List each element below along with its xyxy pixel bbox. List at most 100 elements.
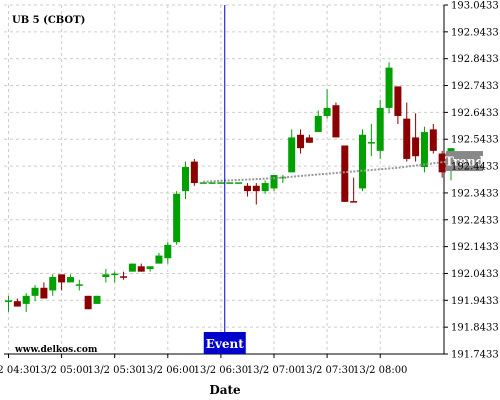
candle: [243, 183, 251, 197]
candle-body: [84, 295, 92, 310]
y-tick-label: 192.1433: [451, 242, 499, 253]
candle-body: [199, 182, 207, 184]
candle: [164, 242, 172, 264]
candle-body: [323, 107, 331, 116]
candle: [75, 279, 83, 291]
candle-body: [93, 295, 101, 304]
candle-body: [429, 129, 437, 151]
candle: [394, 86, 402, 125]
candle: [173, 191, 181, 245]
grid-lines: [4, 4, 444, 355]
candle: [235, 182, 243, 184]
candle: [226, 182, 234, 184]
candle: [305, 134, 313, 143]
candle-body: [58, 274, 66, 283]
candle-body: [75, 284, 83, 286]
candle-body: [66, 277, 74, 283]
x-tick-label: 13/2 08:00: [353, 365, 407, 376]
candle-body: [243, 185, 251, 192]
candle: [190, 158, 198, 186]
candle: [252, 183, 260, 205]
y-tick-label: 193.0433: [451, 1, 499, 12]
candle: [429, 124, 437, 154]
candle-body: [341, 145, 349, 202]
candle-body: [412, 137, 420, 157]
candle-body: [394, 86, 402, 116]
candle: [13, 298, 21, 307]
candle: [58, 274, 66, 291]
candle-body: [208, 182, 216, 184]
x-tick-label: 13/2 05:30: [87, 365, 141, 376]
candle-body: [279, 176, 287, 179]
candle-body: [137, 266, 145, 272]
candle-body: [146, 266, 154, 269]
x-tick-label: 13/2 07:00: [247, 365, 301, 376]
candle: [376, 99, 384, 159]
x-tick-label: 13/2 06:30: [194, 365, 248, 376]
candle-body: [22, 295, 30, 304]
candle-body: [164, 244, 172, 259]
watermark: www.delkos.com: [14, 345, 98, 355]
candle-body: [332, 105, 340, 138]
y-tick-label: 192.8433: [451, 54, 499, 65]
y-tick-label: 192.7433: [451, 81, 499, 92]
y-tick-label: 192.9433: [451, 27, 499, 38]
event-badge: [203, 332, 246, 354]
candle-body: [252, 185, 260, 192]
candle-body: [40, 287, 48, 299]
candle: [146, 266, 154, 272]
candle-body: [261, 183, 269, 192]
candle-body: [376, 107, 384, 151]
candle: [420, 126, 428, 173]
candle-body: [5, 300, 12, 302]
y-tick-label: 192.0433: [451, 269, 499, 280]
candle: [84, 295, 92, 310]
candle-body: [420, 132, 428, 167]
trend-line-group: Trend: [203, 151, 485, 183]
candle-body: [359, 134, 366, 189]
candle-body: [297, 134, 305, 149]
candle-body: [31, 287, 39, 296]
candle: [279, 175, 287, 184]
y-tick-label: 191.7433: [451, 350, 499, 361]
candle-body: [13, 301, 21, 307]
candle: [314, 110, 322, 133]
y-tick-label: 192.2433: [451, 215, 499, 226]
candle-body: [226, 182, 234, 184]
candle-body: [190, 161, 198, 184]
candle: [350, 177, 358, 203]
candle-body: [120, 276, 128, 278]
candle: [31, 285, 39, 302]
candle-body: [128, 263, 136, 272]
candle-body: [314, 115, 322, 133]
candle: [120, 271, 128, 280]
candle-body: [403, 118, 411, 159]
y-tick-label: 192.3433: [451, 188, 499, 199]
candle: [5, 295, 12, 312]
candle-body: [49, 277, 57, 291]
candle: [341, 145, 349, 202]
x-tick-label: 13/2 05:00: [34, 365, 88, 376]
x-axis-title: Date: [209, 383, 241, 397]
candle: [155, 252, 163, 264]
y-tick-label: 191.8433: [451, 323, 499, 334]
candle: [199, 182, 207, 184]
candle-body: [235, 182, 243, 184]
candle: [128, 263, 136, 272]
trend-line: [203, 160, 452, 183]
candle: [288, 129, 296, 173]
candle: [22, 293, 30, 312]
candle-body: [102, 274, 110, 278]
candle: [208, 182, 216, 184]
candle: [367, 124, 375, 157]
candle: [111, 271, 119, 283]
event-marker-group: Event: [203, 5, 246, 354]
candle: [137, 263, 145, 272]
y-tick-label: 192.5433: [451, 135, 499, 146]
candle: [40, 282, 48, 299]
candle-body: [288, 137, 296, 173]
candle: [102, 268, 110, 283]
candle-body: [155, 255, 163, 264]
y-tick-label: 191.9433: [451, 296, 499, 307]
candle-body: [217, 182, 225, 184]
